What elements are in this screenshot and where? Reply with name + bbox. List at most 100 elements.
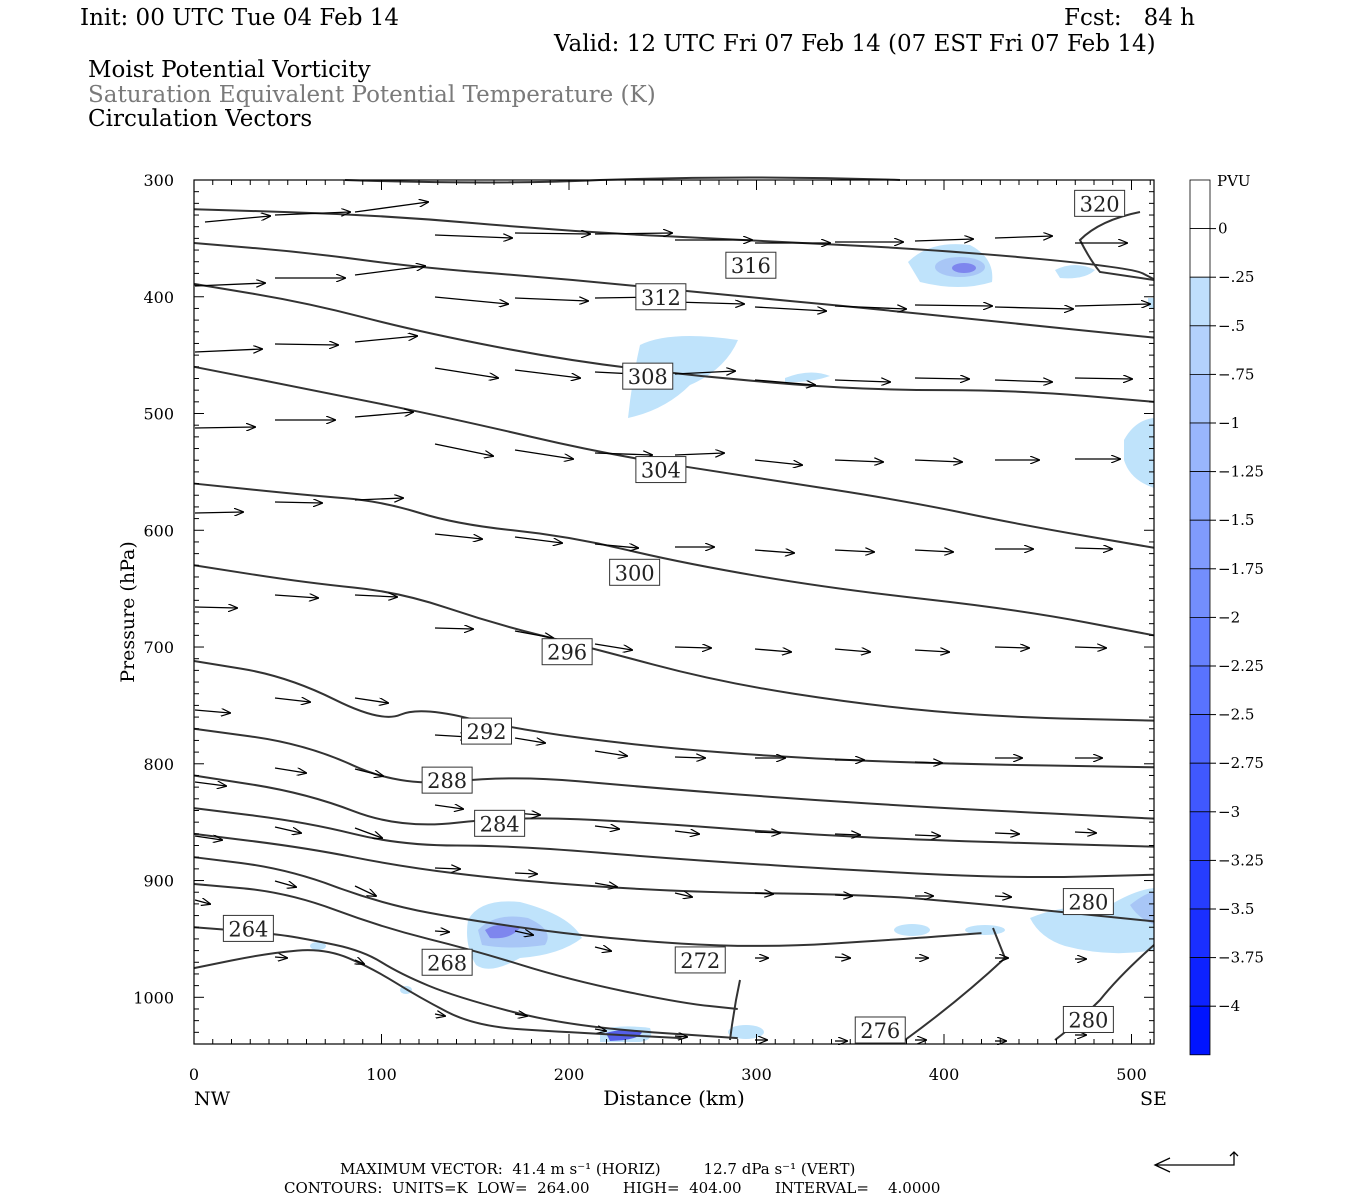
circulation-vector bbox=[354, 697, 388, 703]
contour-label-box bbox=[421, 948, 473, 976]
circulation-vector bbox=[914, 239, 973, 241]
pv-legend-label: −3.5 bbox=[1218, 900, 1254, 918]
contour-label: 308 bbox=[622, 362, 674, 390]
pv-legend-label: −1 bbox=[1218, 414, 1240, 432]
contour-label-text: 272 bbox=[680, 949, 720, 973]
circulation-vector bbox=[514, 1014, 527, 1016]
circulation-vector bbox=[194, 900, 210, 904]
pv-legend-swatch bbox=[1189, 762, 1211, 813]
circulation-vector bbox=[754, 379, 815, 385]
contour-label-box bbox=[1074, 189, 1126, 217]
pv-legend-label: −2.75 bbox=[1218, 754, 1264, 772]
circulation-vector bbox=[914, 460, 962, 462]
circulation-vector bbox=[434, 235, 512, 238]
circulation-vector bbox=[674, 831, 699, 834]
contour-label-text: 316 bbox=[731, 254, 771, 278]
circulation-vector bbox=[204, 216, 270, 223]
contour-label-box bbox=[1062, 1005, 1114, 1033]
circulation-vector bbox=[194, 607, 237, 608]
circulation-vector bbox=[434, 533, 482, 539]
forecast-hour: Fcst: 84 h bbox=[1064, 5, 1195, 31]
contour-info: CONTOURS: UNITS=K LOW= 264.00 HIGH= 404.… bbox=[284, 1179, 941, 1197]
circulation-vector bbox=[434, 1014, 445, 1016]
circulation-vector bbox=[514, 737, 545, 743]
pv-blob bbox=[1130, 892, 1154, 925]
contour-line bbox=[193, 242, 1155, 339]
circulation-vector bbox=[354, 266, 425, 276]
pv-legend-label: −3.25 bbox=[1218, 851, 1264, 869]
y-tick-labels: 300 400 500 600 700 800 900 1000 bbox=[133, 171, 174, 1007]
x-tick-labels: 0 100 200 300 400 500 bbox=[189, 1065, 1147, 1084]
pv-blob bbox=[485, 924, 520, 939]
contour-line bbox=[1078, 211, 1155, 281]
theta-e-contours bbox=[193, 208, 1155, 1040]
pv-blob bbox=[728, 1025, 764, 1039]
contour-line bbox=[193, 856, 982, 947]
pv-legend-swatch bbox=[1189, 325, 1211, 375]
pv-legend-swatch bbox=[1189, 228, 1211, 278]
circulation-vector bbox=[914, 650, 949, 652]
contour-label-box bbox=[622, 362, 674, 390]
pv-blob bbox=[952, 263, 976, 273]
circulation-vector bbox=[834, 380, 890, 382]
pv-legend-label: −.25 bbox=[1218, 268, 1254, 286]
contour-label-box bbox=[725, 251, 777, 279]
contour-label-text: 268 bbox=[427, 951, 467, 975]
circulation-vector bbox=[994, 896, 1011, 897]
circulation-vector bbox=[1074, 304, 1150, 306]
contour-label: 288 bbox=[421, 766, 473, 794]
circulation-vector bbox=[594, 883, 617, 887]
circulation-vector bbox=[594, 453, 652, 455]
circulation-vector bbox=[754, 306, 826, 311]
y-tick-label: 900 bbox=[143, 872, 174, 891]
circulation-vector bbox=[594, 826, 619, 829]
circulation-vector bbox=[914, 835, 940, 836]
circulation-vector bbox=[514, 298, 588, 301]
valid-time: Valid: 12 UTC Fri 07 Feb 14 (07 EST Fri … bbox=[554, 31, 1156, 57]
contour-line bbox=[193, 564, 1155, 722]
circulation-vector bbox=[914, 378, 969, 379]
circulation-vector bbox=[994, 236, 1052, 238]
contour-label: 264 bbox=[222, 914, 274, 942]
circulation-vector bbox=[514, 233, 590, 234]
pv-legend-swatch bbox=[1189, 617, 1211, 667]
contour-label: 272 bbox=[674, 946, 726, 974]
pv-legend-label: −2.25 bbox=[1218, 657, 1264, 675]
contour-label-text: 280 bbox=[1068, 891, 1108, 915]
contour-label: 292 bbox=[461, 717, 512, 745]
field-title-theta-e: Saturation Equivalent Potential Temperat… bbox=[88, 82, 656, 108]
pv-legend-swatch bbox=[1189, 179, 1211, 229]
circulation-vector bbox=[994, 380, 1052, 382]
pv-legend-label: −2.5 bbox=[1218, 706, 1254, 724]
circulation-vector bbox=[834, 306, 906, 309]
circulation-vector bbox=[674, 453, 724, 455]
contour-label: 316 bbox=[725, 251, 777, 279]
pv-legend-label: −3 bbox=[1218, 803, 1240, 821]
contour-label: 280 bbox=[1062, 1005, 1114, 1033]
pv-legend-swatch bbox=[1189, 665, 1211, 715]
circulation-vector bbox=[834, 649, 870, 652]
circulation-vector bbox=[754, 459, 802, 465]
contour-line bbox=[193, 807, 1155, 879]
circulation-vector bbox=[914, 305, 992, 306]
circulation-vector bbox=[194, 782, 226, 786]
circulation-vector bbox=[914, 550, 953, 552]
contour-label-text: 296 bbox=[547, 641, 587, 665]
pv-blob bbox=[785, 372, 830, 383]
contour-label-text: 320 bbox=[1080, 192, 1120, 216]
circulation-vector bbox=[594, 947, 611, 951]
y-tick-label: 700 bbox=[143, 638, 174, 657]
x-tick-label: 100 bbox=[366, 1065, 397, 1084]
contour-label-box bbox=[674, 946, 726, 974]
field-title-vectors: Circulation Vectors bbox=[88, 106, 313, 132]
y-tick-label: 500 bbox=[143, 405, 174, 424]
pv-blob bbox=[1055, 265, 1095, 279]
circulation-vector bbox=[194, 349, 262, 352]
pv-blob bbox=[1124, 418, 1154, 488]
contour-line bbox=[193, 660, 1155, 769]
pv-legend-label: −1.5 bbox=[1218, 511, 1254, 529]
circulation-vector bbox=[834, 834, 860, 835]
contour-label-text: 292 bbox=[466, 720, 506, 744]
pv-legend-label: −3.75 bbox=[1218, 949, 1264, 967]
